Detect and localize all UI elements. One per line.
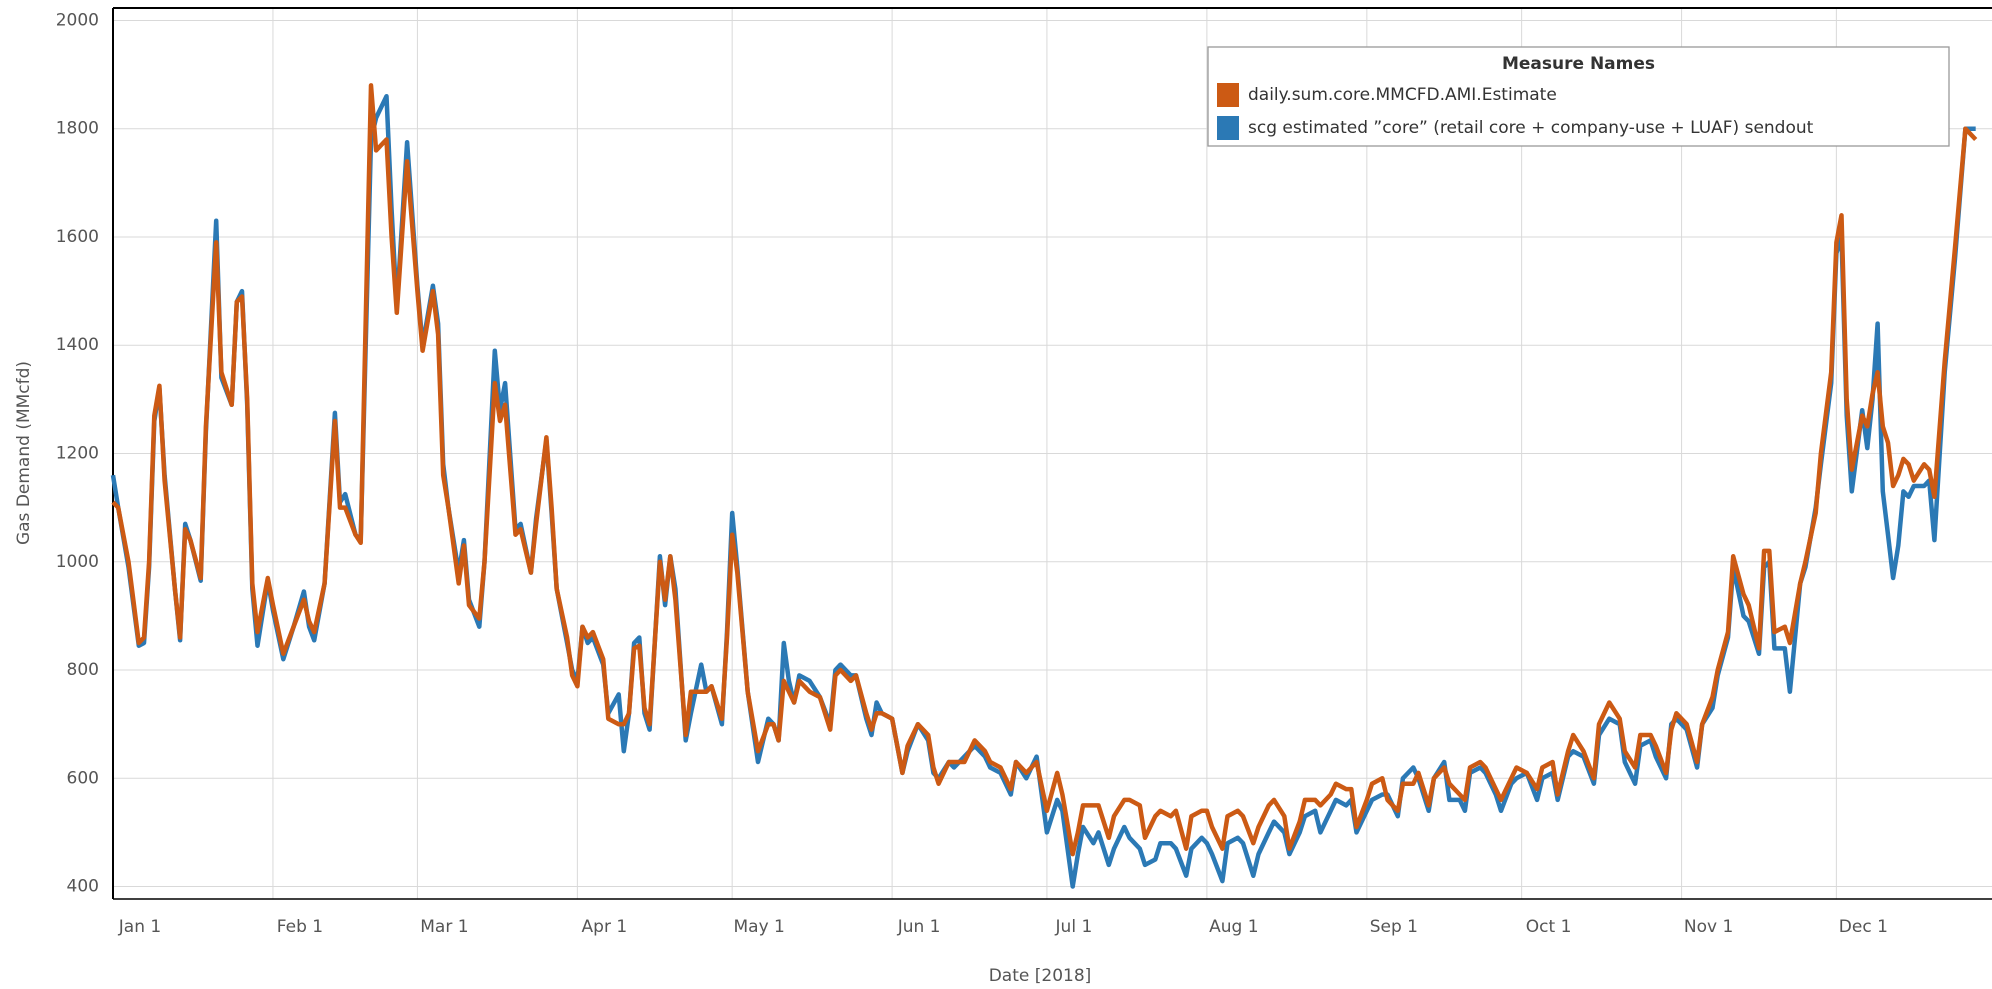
legend-swatch (1217, 116, 1239, 140)
data-line (111, 83, 1978, 857)
x-tick-label: Jun 1 (897, 917, 941, 937)
x-axis-title: Date [2018] (989, 966, 1092, 986)
x-tick-label: May 1 (733, 917, 784, 937)
x-tick-label: Jul 1 (1055, 917, 1093, 937)
x-tick-label: Aug 1 (1209, 917, 1258, 937)
legend-box (1207, 46, 1950, 147)
y-tick-label: 800 (67, 660, 99, 680)
x-tick-label: Nov 1 (1684, 917, 1733, 937)
y-tick-label: 1400 (56, 335, 99, 355)
legend-label: scg estimated ”core” (retail core + comp… (1248, 118, 1814, 138)
legend-swatch (1217, 83, 1239, 107)
y-tick-label: 1000 (56, 552, 99, 572)
x-tick-label: Mar 1 (420, 917, 468, 937)
y-tick-label: 1600 (56, 227, 99, 247)
legend-title: Measure Names (1502, 54, 1655, 74)
x-tick-label: Sep 1 (1370, 917, 1418, 937)
x-tick-label: Apr 1 (582, 917, 628, 937)
x-tick-label: Oct 1 (1526, 917, 1572, 937)
y-tick-label: 1800 (56, 119, 99, 139)
legend-label: daily.sum.core.MMCFD.AMI.Estimate (1248, 85, 1557, 105)
y-tick-label: 1200 (56, 444, 99, 464)
legend: Measure Names daily.sum.core.MMCFD.AMI.Es… (1207, 46, 1950, 147)
y-tick-label: 600 (67, 768, 99, 788)
x-tick-label: Feb 1 (277, 917, 323, 937)
y-tick-label: 400 (67, 877, 99, 897)
x-tick-label: Jan 1 (118, 917, 161, 937)
x-tick-label: Dec 1 (1839, 917, 1888, 937)
y-axis-title: Gas Demand (MMcfd) (14, 361, 34, 545)
y-tick-label: 2000 (56, 10, 99, 30)
